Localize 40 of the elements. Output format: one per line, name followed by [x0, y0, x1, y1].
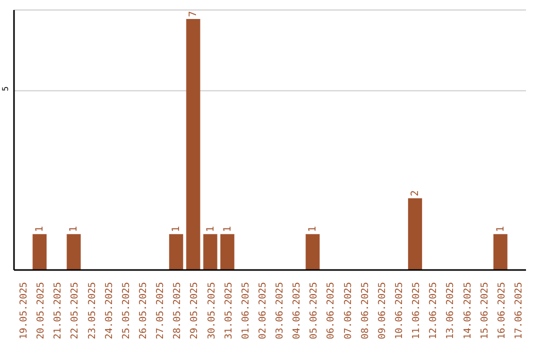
- x-tick-label: 06.06.2025: [326, 282, 337, 340]
- x-tick-label: 17.06.2025: [513, 282, 524, 340]
- x-tick-label: 21.05.2025: [52, 282, 64, 340]
- data-label: 1: [34, 226, 46, 232]
- x-tick-label: 31.05.2025: [223, 282, 234, 340]
- data-label: 1: [222, 226, 234, 232]
- x-tick-label: 14.06.2025: [462, 282, 474, 340]
- x-tick-label: 19.05.2025: [18, 282, 30, 340]
- data-label: 1: [308, 226, 319, 232]
- x-tick-label: 13.06.2025: [445, 282, 456, 340]
- x-tick-label: 30.05.2025: [206, 282, 218, 340]
- x-tick-label: 28.05.2025: [172, 282, 184, 340]
- y-tick-label: 5: [1, 86, 10, 92]
- data-label: 7: [188, 10, 200, 17]
- x-tick-label: 16.06.2025: [496, 282, 508, 340]
- x-tick-label: 08.06.2025: [360, 282, 371, 340]
- x-tick-label: 23.05.2025: [86, 282, 98, 340]
- x-tick-label: 09.06.2025: [376, 282, 388, 340]
- x-tick-label: 22.05.2025: [70, 282, 81, 340]
- x-tick-label: 24.05.2025: [104, 282, 115, 340]
- data-label: 1: [205, 226, 216, 232]
- x-tick-label: 05.06.2025: [308, 282, 320, 340]
- x-tick-label: 03.06.2025: [274, 282, 286, 340]
- x-tick-label: 15.06.2025: [479, 282, 490, 340]
- x-tick-label: 26.05.2025: [138, 282, 149, 340]
- x-tick-label: 07.06.2025: [342, 282, 354, 340]
- x-tick-label: 29.05.2025: [189, 282, 200, 340]
- x-tick-label: 11.06.2025: [411, 282, 422, 340]
- x-tick-label: 27.05.2025: [155, 282, 166, 340]
- x-tick-label: 10.06.2025: [394, 282, 405, 340]
- x-tick-label: 25.05.2025: [120, 282, 132, 340]
- x-tick-label: 01.06.2025: [240, 282, 252, 340]
- data-label: 1: [68, 226, 80, 232]
- data-label: 2: [410, 190, 422, 196]
- x-tick-label: 04.06.2025: [292, 282, 303, 340]
- data-label: 1: [171, 226, 182, 232]
- data-label: 1: [495, 226, 506, 232]
- x-tick-label: 12.06.2025: [428, 282, 440, 340]
- x-tick-label: 20.05.2025: [36, 282, 47, 340]
- x-tick-label: 02.06.2025: [257, 282, 268, 340]
